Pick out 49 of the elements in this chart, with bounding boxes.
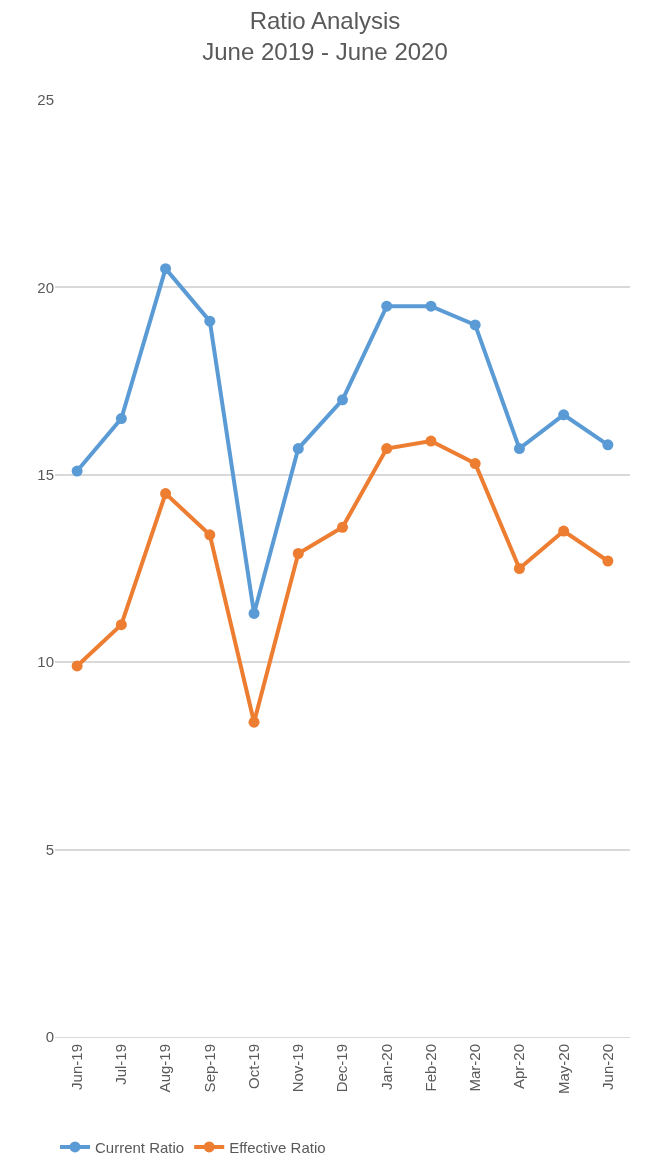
chart-title: Ratio Analysis	[249, 6, 401, 34]
x-tick-label: Jun-19	[68, 1044, 85, 1090]
point	[204, 529, 216, 541]
y-tick-label: 20	[37, 278, 54, 296]
legend-label: Effective Ratio	[229, 1138, 326, 1156]
x-tick-label: Sep-19	[200, 1044, 218, 1093]
point	[381, 300, 393, 312]
y-tick-label: 5	[45, 840, 54, 858]
point	[160, 263, 172, 275]
x-tick-label: Jan-20	[377, 1044, 395, 1090]
point	[469, 319, 481, 331]
point	[71, 465, 83, 477]
y-tick-label: 15	[37, 466, 54, 484]
point	[292, 548, 304, 560]
point	[602, 439, 614, 451]
point	[248, 607, 260, 619]
point	[71, 660, 83, 672]
point	[160, 488, 172, 500]
point	[558, 525, 570, 537]
y-tick-label: 25	[37, 91, 54, 109]
x-tick-label: May-20	[554, 1044, 572, 1095]
point	[469, 458, 481, 470]
x-tick-label: Jul-19	[112, 1044, 130, 1085]
x-tick-label: Nov-19	[289, 1044, 307, 1093]
legend-label: Current Ratio	[95, 1138, 185, 1156]
point	[115, 619, 127, 631]
point	[513, 443, 525, 455]
y-tick-label: 0	[45, 1028, 54, 1046]
x-tick-label: Apr-20	[510, 1044, 528, 1090]
point	[425, 435, 437, 447]
point	[292, 443, 304, 455]
point	[425, 300, 437, 312]
x-tick-label: Dec-19	[333, 1044, 351, 1093]
point	[337, 521, 348, 533]
point	[337, 394, 348, 406]
point	[602, 555, 614, 567]
x-tick-label: Mar-20	[466, 1044, 484, 1092]
x-tick-label: Jun-20	[598, 1044, 616, 1090]
point	[115, 413, 127, 425]
x-tick-label: Feb-20	[421, 1044, 439, 1092]
chart-subtitle: June 2019 - June 2020	[202, 38, 448, 65]
point	[558, 409, 570, 421]
point	[381, 443, 393, 455]
point	[513, 563, 525, 574]
x-tick-label: Oct-19	[244, 1044, 262, 1090]
x-tick-label: Aug-19	[156, 1044, 174, 1093]
point	[248, 716, 260, 728]
point	[204, 315, 216, 327]
y-tick-label: 10	[37, 653, 54, 671]
